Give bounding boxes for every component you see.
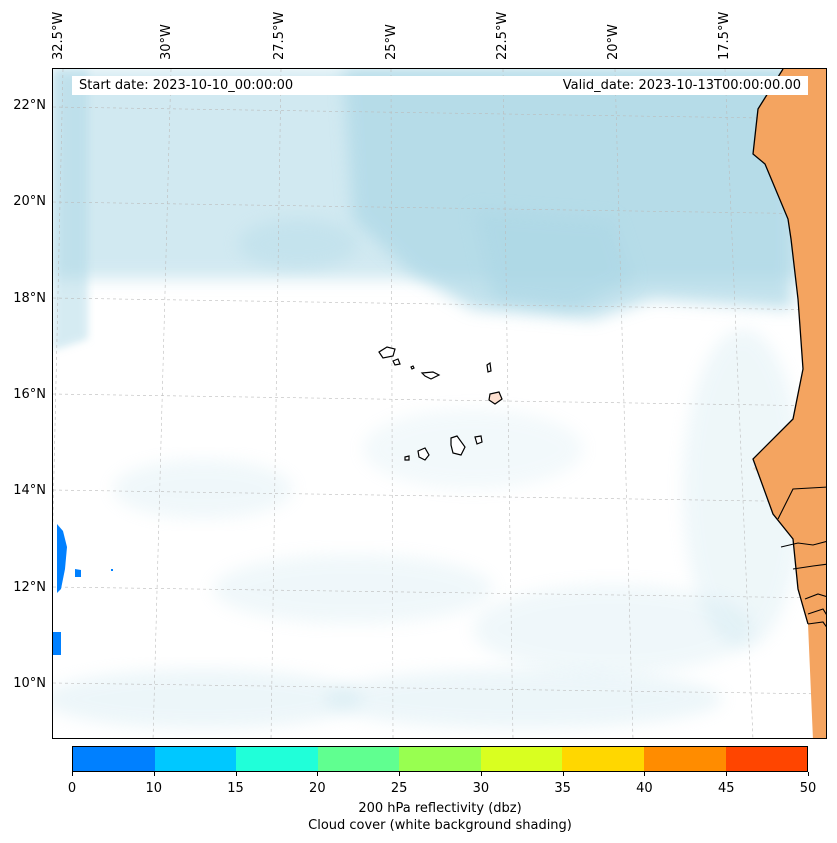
colorbar-label: 200 hPa reflectivity (dbz) [358, 801, 522, 816]
longitude-label: 20°W [606, 24, 621, 60]
colorbar-segment [643, 747, 726, 771]
land-africa [752, 69, 826, 738]
latitude-label: 14°N [13, 483, 46, 498]
latitude-label: 22°N [13, 98, 46, 113]
colorbar-segment [725, 747, 808, 771]
colorbar-tick-label: 15 [227, 781, 244, 796]
colorbar-tick-label: 35 [554, 781, 571, 796]
map-panel [52, 68, 827, 739]
colorbar-tick [72, 772, 73, 776]
colorbar-tick-label: 40 [636, 781, 653, 796]
reflectivity-patches [53, 524, 113, 655]
latitude-label: 18°N [13, 291, 46, 306]
longitude-label: 17.5°W [717, 11, 732, 60]
colorbar-tick [399, 772, 400, 776]
colorbar-segment [562, 747, 644, 771]
colorbar-tick [154, 772, 155, 776]
latitude-label: 20°N [13, 194, 46, 209]
colorbar-tick-label: 25 [390, 781, 408, 796]
longitude-label: 30°W [159, 24, 174, 60]
colorbar-tick [317, 772, 318, 776]
reflectivity-colorbar [72, 746, 808, 772]
colorbar-tick [481, 772, 482, 776]
colorbar-segment [480, 747, 563, 771]
latitude-label: 12°N [13, 580, 46, 595]
longitude-label: 32.5°W [51, 11, 66, 60]
colorbar-tick [726, 772, 727, 776]
longitude-label: 25°W [384, 24, 399, 60]
colorbar-segment [399, 747, 481, 771]
colorbar-segment [154, 747, 237, 771]
latitude-label: 16°N [13, 387, 46, 402]
cape-verde-islands [378, 346, 503, 461]
colorbar-tick-label: 20 [309, 781, 326, 796]
longitude-label: 27.5°W [272, 11, 287, 60]
colorbar-segment [73, 747, 155, 771]
cloud-cover-shading [53, 69, 826, 729]
map-canvas [53, 69, 826, 738]
colorbar-tick-label: 50 [799, 781, 817, 796]
longitude-label: 22.5°W [495, 11, 510, 60]
valid-date-label: Valid_date: 2023-10-13T00:00:00.00 [562, 78, 801, 93]
colorbar-tick-label: 45 [717, 781, 735, 796]
latitude-label: 10°N [13, 676, 46, 691]
colorbar-segment [236, 747, 318, 771]
colorbar-tick [563, 772, 564, 776]
colorbar-tick-label: 0 [67, 781, 77, 796]
colorbar-segment [317, 747, 400, 771]
colorbar-tick [644, 772, 645, 776]
date-header: Start date: 2023-10-10_00:00:00 Valid_da… [72, 76, 808, 95]
colorbar-tick-label: 10 [145, 781, 163, 796]
colorbar-tick [236, 772, 237, 776]
colorbar-tick [808, 772, 809, 776]
colorbar-sublabel: Cloud cover (white background shading) [308, 818, 572, 833]
colorbar-tick-label: 30 [472, 781, 490, 796]
graticule [53, 69, 826, 738]
start-date-label: Start date: 2023-10-10_00:00:00 [79, 78, 294, 93]
